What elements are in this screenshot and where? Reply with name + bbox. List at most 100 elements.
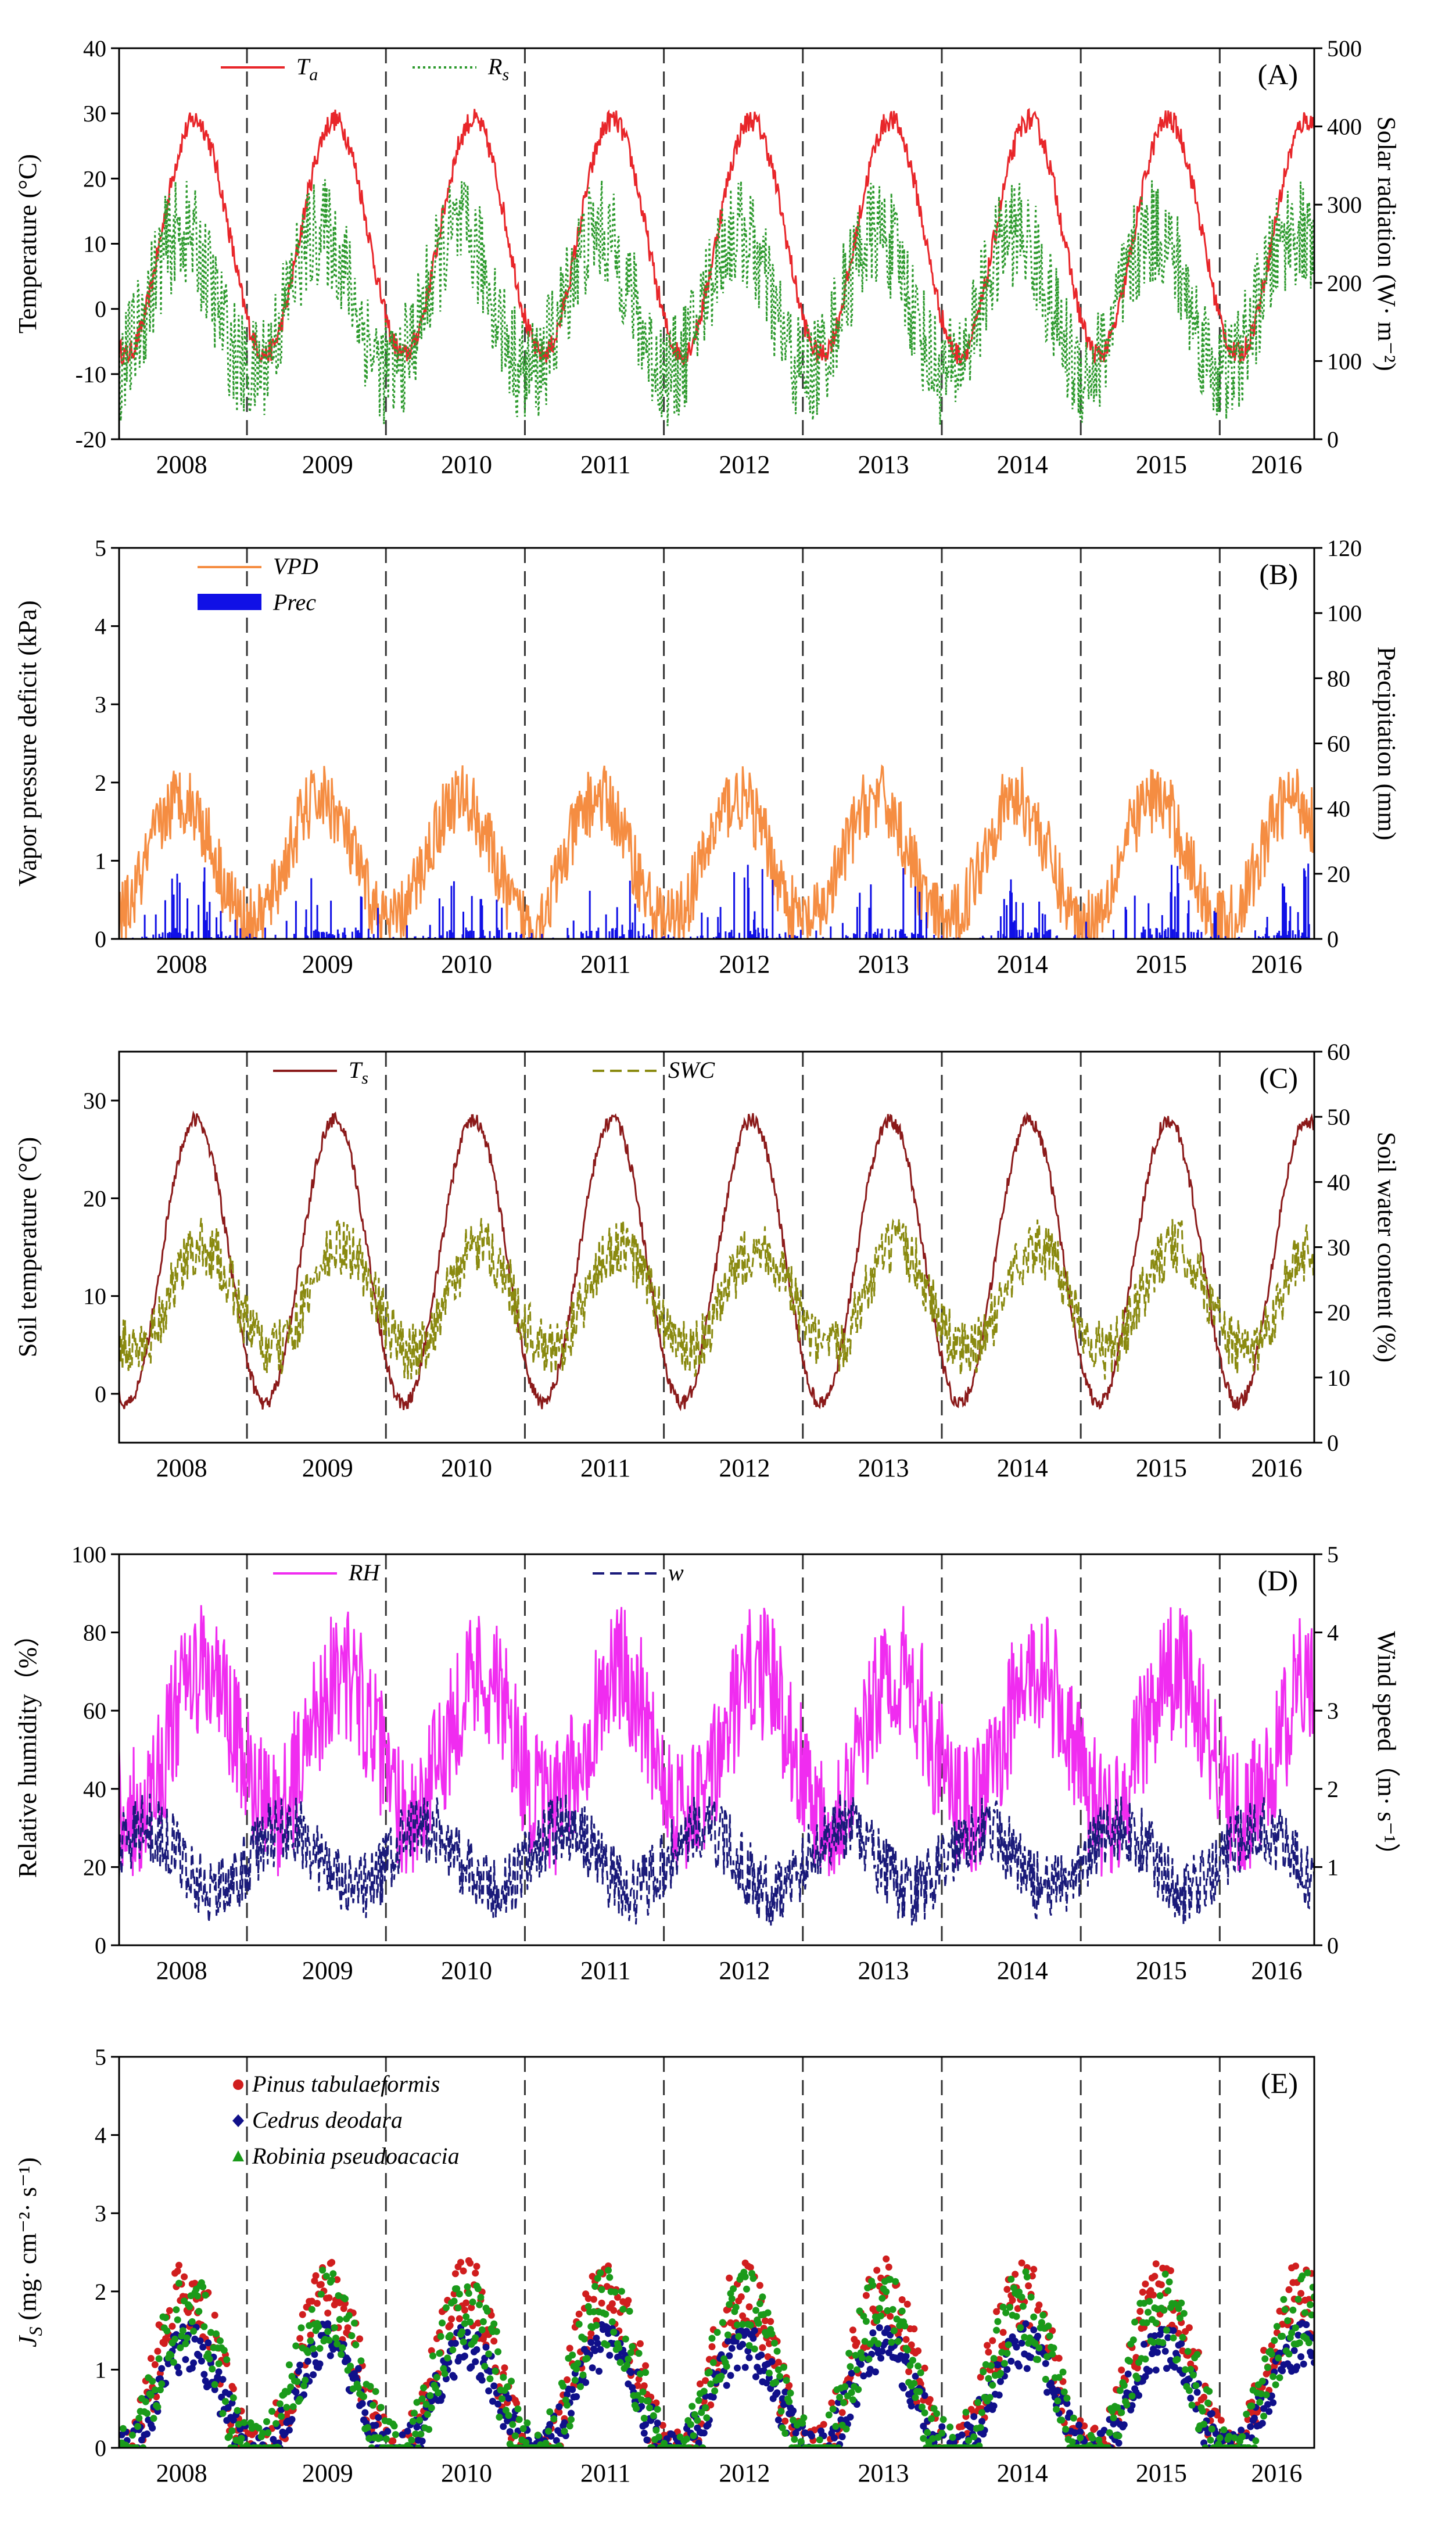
series-cedrus-deodara-point-649 — [978, 2418, 985, 2425]
series-cedrus-deodara-point-671 — [1007, 2357, 1015, 2365]
series-cedrus-deodara-point-898 — [1309, 2334, 1314, 2342]
series-robinia-pseudoacacia-point-176 — [349, 2385, 357, 2393]
series-pinus-tabulaeformis-point-885 — [1292, 2263, 1299, 2270]
series-robinia-pseudoacacia-point-291 — [502, 2407, 510, 2414]
series-robinia-pseudoacacia-point-491 — [768, 2330, 776, 2337]
series-robinia-pseudoacacia-point-436 — [695, 2397, 702, 2404]
series-robinia-pseudoacacia-point-187 — [364, 2424, 371, 2431]
year-label-2013: 2013 — [858, 1956, 909, 1985]
series-cedrus-deodara-point-136 — [296, 2361, 304, 2369]
left-tick-label-1: 10 — [83, 1283, 106, 1310]
series-robinia-pseudoacacia-point-31 — [156, 2386, 164, 2394]
right-tick-label-5: 50 — [1327, 1104, 1350, 1130]
series-robinia-pseudoacacia-point-697 — [1042, 2376, 1049, 2383]
series-robinia-pseudoacacia-point-72 — [211, 2381, 218, 2388]
series-cedrus-deodara-point-474 — [745, 2354, 753, 2361]
series-robinia-pseudoacacia-point-819 — [1204, 2399, 1211, 2407]
series-robinia-pseudoacacia-point-655 — [986, 2394, 994, 2401]
series-robinia-pseudoacacia-point-557 — [856, 2307, 863, 2315]
series-robinia-pseudoacacia-point-157 — [324, 2328, 332, 2335]
left-axis-title: Soil temperature (°C) — [13, 1137, 42, 1357]
series-cedrus-deodara-point-844 — [1238, 2426, 1245, 2434]
series-robinia-pseudoacacia-point-53 — [186, 2303, 193, 2310]
series-cedrus-deodara-point-789 — [1164, 2334, 1172, 2342]
series-pinus-tabulaeformis-point-772 — [1142, 2281, 1149, 2287]
legend-label: w — [668, 1559, 684, 1586]
series-pinus-tabulaeformis-point-816 — [1200, 2393, 1208, 2401]
series-robinia-pseudoacacia-point-821 — [1207, 2436, 1214, 2444]
series-robinia-pseudoacacia-point-369 — [606, 2274, 614, 2281]
plot-area — [119, 548, 1314, 939]
series-robinia-pseudoacacia-point-591 — [901, 2322, 909, 2330]
series-robinia-pseudoacacia-point-32 — [158, 2380, 166, 2387]
series-robinia-pseudoacacia-point-121 — [276, 2400, 284, 2408]
series-pinus-tabulaeformis-point-474 — [745, 2303, 753, 2311]
year-label-2013: 2013 — [858, 2459, 909, 2487]
series-robinia-pseudoacacia-point-398 — [644, 2397, 652, 2405]
legend: VPD Prec — [198, 553, 318, 615]
left-tick-label-4: 4 — [95, 614, 106, 640]
series-robinia-pseudoacacia-point-324 — [546, 2408, 554, 2415]
year-label-2013: 2013 — [858, 950, 909, 978]
series-pinus-tabulaeformis-point-371 — [608, 2300, 616, 2307]
left-axis-title: Vapor pressure deficit (kPa) — [13, 600, 42, 886]
right-tick-label-5: 500 — [1327, 35, 1362, 62]
series-robinia-pseudoacacia-point-240 — [435, 2389, 442, 2397]
series-robinia-pseudoacacia-point-539 — [832, 2423, 840, 2430]
series-cedrus-deodara-point-297 — [510, 2413, 518, 2421]
series-pinus-tabulaeformis-point-734 — [1091, 2425, 1099, 2432]
series-cedrus-deodara-point-799 — [1178, 2340, 1185, 2347]
series-robinia-pseudoacacia-point-469 — [739, 2321, 747, 2328]
series-cedrus-deodara-point-780 — [1152, 2367, 1160, 2374]
series-cedrus-deodara-point-396 — [642, 2421, 650, 2428]
year-label-2009: 2009 — [302, 950, 353, 978]
series-robinia-pseudoacacia-point-234 — [426, 2392, 434, 2399]
series-pinus-tabulaeformis-point-889 — [1297, 2290, 1305, 2297]
series-robinia-pseudoacacia-point-751 — [1114, 2404, 1121, 2411]
series-robinia-pseudoacacia-point-745 — [1106, 2429, 1113, 2436]
legend: Ts SWC — [273, 1057, 715, 1088]
series-pinus-tabulaeformis-point-148 — [312, 2272, 320, 2279]
series-robinia-pseudoacacia-point-860 — [1258, 2378, 1266, 2385]
left-tick-label-1: 1 — [95, 2357, 106, 2383]
series-robinia-pseudoacacia-point-153 — [319, 2267, 327, 2274]
series-robinia-pseudoacacia-point-702 — [1049, 2350, 1056, 2358]
left-tick-label-0: 0 — [95, 1932, 106, 1959]
series-cedrus-deodara-point-677 — [1016, 2362, 1023, 2370]
right-tick-label-5: 5 — [1327, 1541, 1339, 1568]
series-robinia-pseudoacacia-point-227 — [417, 2430, 425, 2438]
series-robinia-pseudoacacia-point-551 — [848, 2389, 855, 2396]
series-cedrus-deodara-point-25 — [149, 2424, 156, 2432]
series-robinia-pseudoacacia-point-507 — [790, 2416, 797, 2424]
series-cedrus-deodara-point-130 — [288, 2416, 296, 2423]
series-pinus-tabulaeformis-point-40 — [168, 2322, 176, 2330]
series-robinia-pseudoacacia-point-828 — [1216, 2434, 1224, 2441]
series-pinus-tabulaeformis-point-674 — [1012, 2271, 1019, 2278]
series-robinia-pseudoacacia-point-619 — [938, 2429, 946, 2437]
year-label-2008: 2008 — [156, 1454, 207, 1482]
series-robinia-pseudoacacia-point-145 — [308, 2305, 315, 2313]
series-robinia-pseudoacacia-point-89 — [234, 2407, 241, 2414]
series-pinus-tabulaeformis-point-707 — [1055, 2354, 1063, 2362]
year-label-2011: 2011 — [580, 950, 630, 978]
series-robinia-pseudoacacia-point-811 — [1193, 2351, 1201, 2358]
series-pinus-tabulaeformis-point-829 — [1217, 2416, 1225, 2424]
right-tick-label-0: 0 — [1327, 1430, 1339, 1456]
series-robinia-pseudoacacia-point-775 — [1146, 2297, 1153, 2305]
series-pinus-tabulaeformis-point-791 — [1167, 2267, 1174, 2274]
series-robinia-pseudoacacia-point-763 — [1129, 2336, 1137, 2344]
series-robinia-pseudoacacia-point-764 — [1131, 2318, 1139, 2326]
series-robinia-pseudoacacia-point-178 — [352, 2341, 360, 2348]
series-cedrus-deodara-point-276 — [482, 2343, 490, 2351]
series-robinia-pseudoacacia-point-371 — [608, 2318, 616, 2326]
series-robinia-pseudoacacia-point-593 — [903, 2346, 911, 2354]
series-robinia-pseudoacacia-point-67 — [205, 2350, 212, 2357]
series-cedrus-deodara-point-351 — [582, 2379, 590, 2386]
series-robinia-pseudoacacia-point-650 — [980, 2368, 987, 2376]
series-robinia-pseudoacacia-point-296 — [509, 2421, 517, 2428]
series-robinia-pseudoacacia-point-349 — [579, 2371, 587, 2379]
series-cedrus-deodara-point-884 — [1290, 2347, 1298, 2354]
legend-item-ts: Ts — [273, 1057, 368, 1088]
series-cedrus-deodara-point-252 — [450, 2373, 458, 2381]
